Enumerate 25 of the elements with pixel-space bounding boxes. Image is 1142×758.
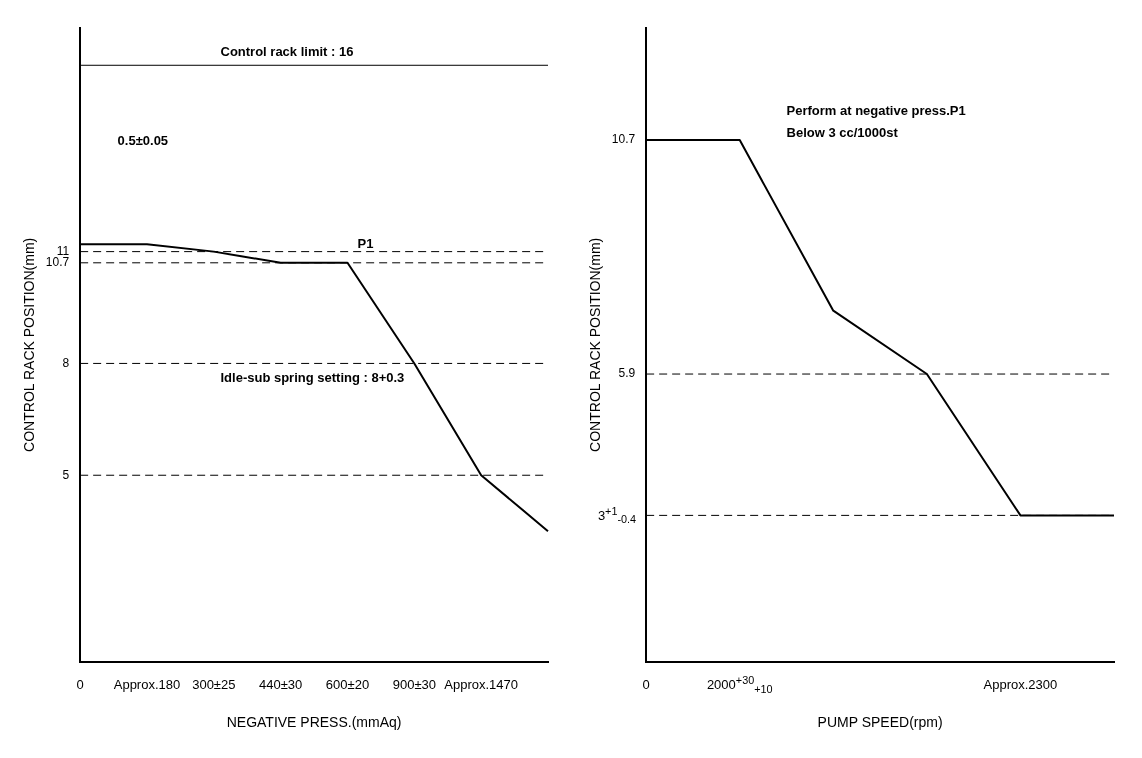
x-tick-label: 0 <box>642 676 650 692</box>
x-tick-label: Approx.180 <box>113 676 181 692</box>
annotation: Perform at negative press.P1 <box>786 103 966 119</box>
y-tick-label: 10.7 <box>45 255 70 270</box>
y-axis-title: CONTROL RACK POSITION(mm) <box>587 237 604 452</box>
annotation: Idle-sub spring setting : 8+0.3 <box>220 369 405 385</box>
x-tick-label: 600±20 <box>325 676 370 692</box>
y-tick-label: 5 <box>62 467 70 482</box>
y-tick-label: 10.7 <box>611 132 636 147</box>
y-tick-label: 11 <box>56 243 70 258</box>
annotation: Below 3 cc/1000st <box>786 125 899 141</box>
y-tick-label: 8 <box>62 355 70 370</box>
x-tick-label: 440±30 <box>259 676 303 692</box>
x-axis-title: PUMP SPEED(rpm) <box>817 714 943 731</box>
x-tick-label: 900±30 <box>392 676 436 692</box>
ref-line-label: Control rack limit : 16 <box>220 44 354 60</box>
x-tick-label: 300±25 <box>192 676 236 692</box>
y-axis-title: CONTROL RACK POSITION(mm) <box>21 237 38 452</box>
x-tick-label: Approx.1470 <box>444 676 519 692</box>
annotation: 0.5±0.05 <box>117 133 169 149</box>
annotation: P1 <box>357 235 374 251</box>
x-axis-title: NEGATIVE PRESS.(mmAq) <box>226 714 402 731</box>
x-tick-label: 0 <box>76 676 84 692</box>
x-tick-label: Approx.2300 <box>983 676 1058 692</box>
y-tick-label: 5.9 <box>618 366 636 381</box>
